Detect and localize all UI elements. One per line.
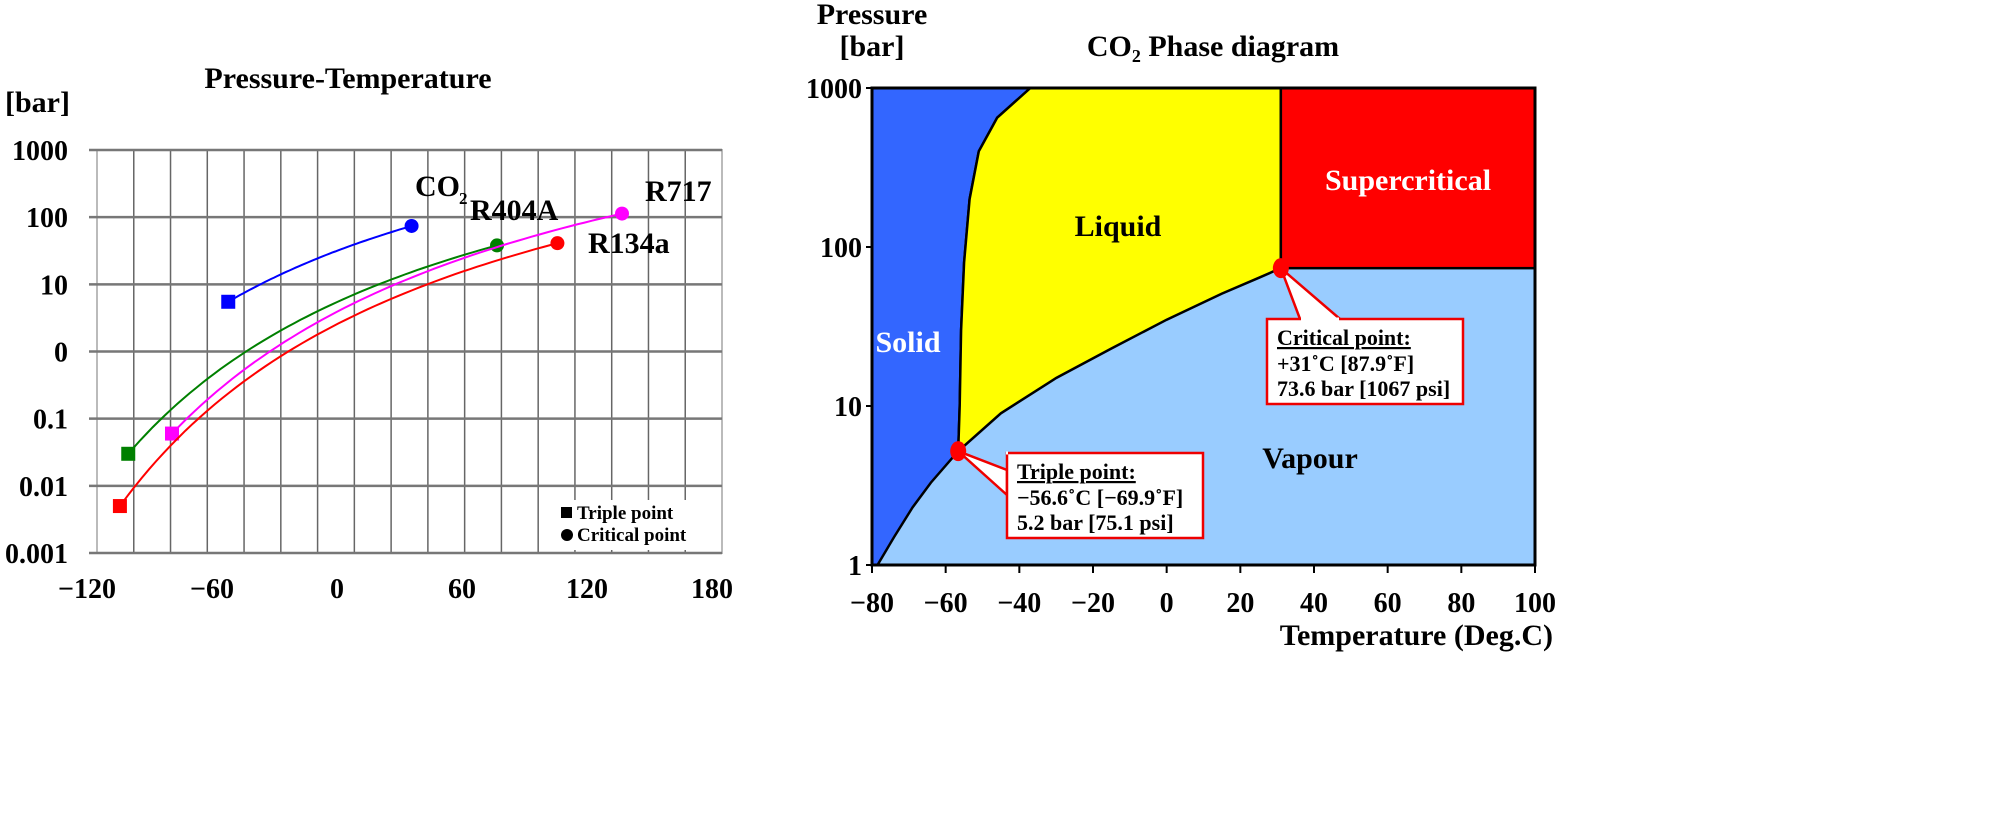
x-tick-label: 40	[1300, 588, 1328, 619]
x-tick-label: 60	[1374, 588, 1402, 619]
co2-phase-diagram: Pressure [bar] CO₂ Phase diagram Solid Li…	[806, 0, 1556, 652]
series-curve-co2	[227, 224, 412, 303]
series-label-r404a: R404A	[470, 194, 559, 227]
x-tick-label: 80	[1447, 588, 1475, 619]
right-y-axis-label-line2: [bar]	[840, 30, 905, 63]
y-tick-label: 1	[848, 551, 862, 582]
series-label-r717: R717	[645, 175, 712, 208]
triple-point-marker-r134a	[112, 499, 127, 514]
y-tick-label: 0.1	[33, 405, 68, 436]
right-chart-title: CO₂ Phase diagram	[1087, 30, 1339, 63]
series-label-co2: CO	[415, 170, 460, 203]
x-tick-label: 0	[1160, 588, 1174, 619]
series-curve-r134a	[119, 242, 558, 507]
y-tick-label: 100	[26, 203, 68, 234]
legend-critical-point: Critical point	[577, 525, 687, 546]
x-tick-label: 120	[566, 574, 608, 605]
y-tick-label: 0	[54, 338, 68, 369]
critical-point-marker-r717	[615, 206, 629, 221]
series-curve-r404a	[127, 244, 498, 455]
triple-point-marker-r717	[165, 426, 179, 441]
region-label-solid: Solid	[875, 326, 940, 359]
right-ticks: 1000 100 10 1 −80 −60 −40 −20 0 20 40 60 80 100	[806, 74, 1556, 619]
critical-point-marker-r134a	[550, 236, 565, 251]
plot-border	[870, 86, 1537, 567]
y-tick-label: 100	[820, 233, 862, 264]
x-tick-label: 20	[1226, 588, 1254, 619]
pressure-temperature-chart: Pressure-Temperature [bar] 10001001000.1…	[5, 62, 733, 605]
x-tick-label: 180	[691, 574, 733, 605]
series-label-subscript: 2	[459, 189, 468, 208]
x-tick-label: −80	[850, 588, 894, 619]
series-label-r134a: R134a	[588, 227, 670, 260]
triple-point-marker-co2	[221, 294, 236, 309]
x-tick-label: 0	[330, 574, 344, 605]
triple_point-callout-box	[1005, 451, 1205, 540]
left-series: CO 2 R404A R717 R134a	[112, 170, 712, 514]
x-tick-label: −60	[190, 574, 234, 605]
left-chart-title: Pressure-Temperature	[204, 62, 491, 95]
legend-square-marker	[561, 507, 572, 518]
y-tick-label: 0.001	[5, 539, 68, 570]
x-tick-label: −120	[58, 574, 116, 605]
triple_point-callout-line2: 5.2 bar [75.1 psi]	[1017, 510, 1174, 535]
critical_point-marker	[1272, 258, 1289, 279]
callouts: Critical point:+31˚C [87.9˚F]73.6 bar [1…	[950, 258, 1465, 540]
triple_point-marker	[950, 441, 967, 462]
triple-point-marker-r404a	[121, 446, 136, 461]
region-label-vapour: Vapour	[1262, 442, 1358, 475]
y-tick-label: 0.01	[19, 472, 68, 503]
x-tick-label: 100	[1514, 588, 1556, 619]
x-tick-label: −60	[924, 588, 968, 619]
critical_point-callout-line2: 73.6 bar [1067 psi]	[1277, 376, 1450, 401]
critical_point-callout-box	[1265, 317, 1465, 406]
y-tick-label: 10	[40, 270, 68, 301]
region-label-supercritical: Supercritical	[1325, 164, 1491, 197]
triple_point-callout-line1: −56.6˚C [−69.9˚F]	[1017, 485, 1183, 510]
legend-triple-point: Triple point	[577, 503, 674, 524]
y-tick-label: 1000	[806, 74, 862, 105]
x-tick-label: −20	[1071, 588, 1115, 619]
critical_point-callout-title: Critical point:	[1277, 325, 1411, 350]
region-label-liquid: Liquid	[1075, 210, 1162, 243]
legend-box	[557, 500, 712, 550]
series-curve-r717	[171, 212, 623, 435]
right-x-axis-label: Temperature (Deg.C)	[1280, 619, 1553, 652]
left-x-ticks: −120 −60 0 60 120 180	[58, 574, 733, 605]
x-tick-label: −40	[997, 588, 1041, 619]
triple_point-callout-title: Triple point:	[1017, 459, 1136, 484]
critical-point-marker-co2	[404, 218, 419, 233]
y-tick-label: 1000	[12, 136, 68, 167]
left-y-axis-label: [bar]	[5, 86, 70, 119]
critical_point-callout-line1: +31˚C [87.9˚F]	[1277, 351, 1414, 376]
legend-circle-marker	[561, 529, 573, 541]
right-y-axis-label-line1: Pressure	[817, 0, 928, 31]
y-tick-label: 10	[834, 392, 862, 423]
left-legend: Triple point Critical point	[557, 500, 712, 550]
x-tick-label: 60	[448, 574, 476, 605]
